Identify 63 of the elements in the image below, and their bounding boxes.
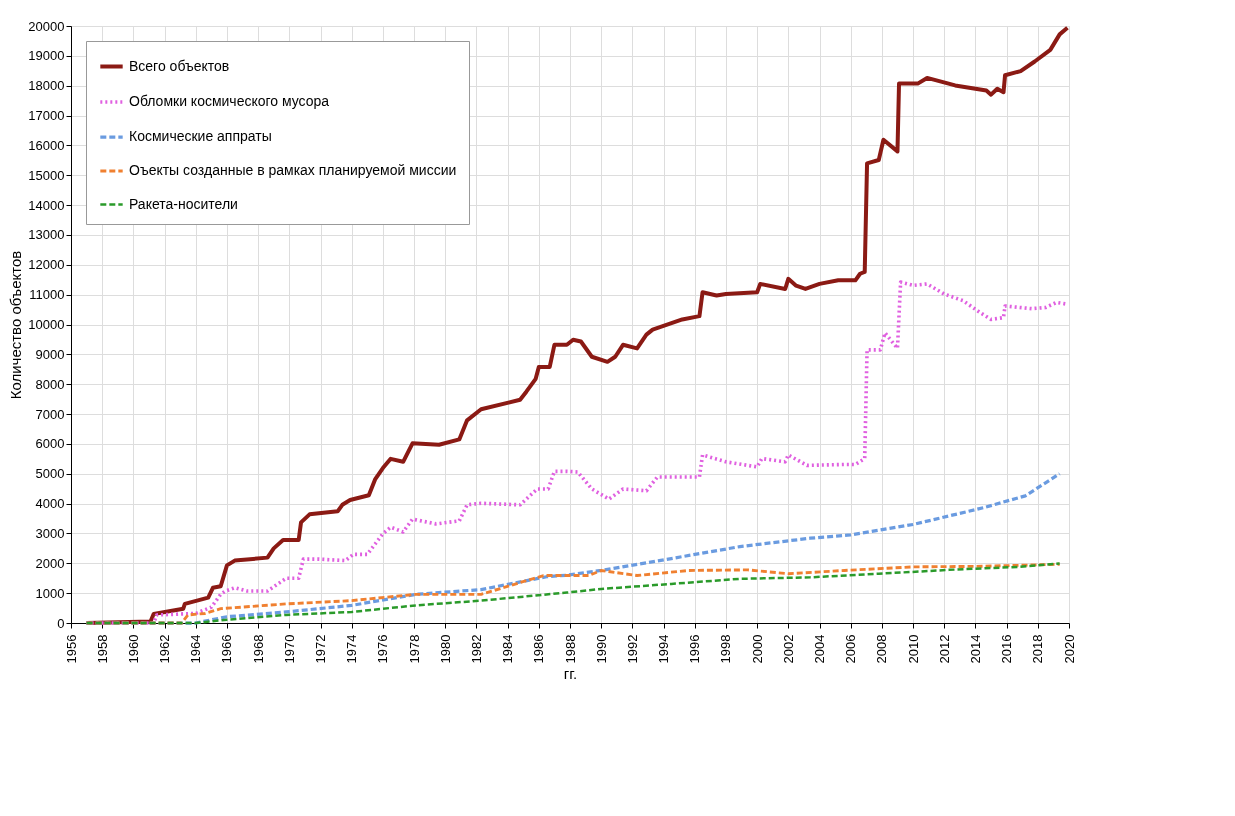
y-tick-label: 4000	[35, 496, 65, 512]
x-tick-label: 1984	[500, 634, 516, 664]
y-tick-label: 15000	[28, 167, 65, 183]
x-tick-label: 2000	[749, 634, 765, 664]
x-tick-label: 1956	[63, 634, 79, 664]
x-tick-label: 1988	[562, 634, 578, 664]
y-axis-title: Количество объектов	[7, 250, 25, 400]
x-tick-label: 1972	[313, 634, 328, 664]
x-tick-label: 2002	[780, 634, 796, 664]
x-tick-label: 1962	[157, 634, 173, 664]
y-tick-label: 9000	[35, 346, 65, 362]
x-tick-label: 2010	[905, 634, 921, 664]
y-tick-label: 6000	[35, 436, 65, 452]
x-axis-title: гг.	[563, 665, 578, 683]
x-tick-label: 1960	[125, 634, 141, 664]
x-tick-label: 1976	[375, 634, 391, 664]
x-tick-label: 2006	[843, 634, 859, 664]
x-tick-label: 1986	[531, 634, 547, 664]
x-tick-label: 1994	[656, 634, 672, 664]
x-tick-label: 2018	[1030, 634, 1046, 664]
legend-label: Обломки космического мусора	[129, 93, 330, 109]
y-tick-label: 8000	[35, 376, 65, 392]
legend-label: Всего объектов	[129, 57, 230, 74]
y-tick-label: 13000	[28, 227, 65, 243]
y-tick-label: 17000	[28, 108, 65, 124]
line-series	[85, 562, 1062, 625]
x-tick-label: 1970	[281, 634, 297, 664]
x-tick-label: 2004	[812, 634, 827, 664]
x-tick-label: 2008	[874, 634, 890, 664]
y-tick-label: 16000	[28, 137, 65, 153]
y-tick-label: 10000	[28, 317, 65, 332]
x-tick-label: 1974	[344, 634, 360, 664]
x-tick-label: 1998	[718, 634, 734, 664]
legend-label: Космические аппраты	[129, 128, 272, 144]
y-tick-label: 11000	[29, 287, 65, 303]
x-tick-label: 1990	[593, 634, 609, 664]
legend-label: Ракета-носители	[129, 195, 238, 212]
y-tick-label: 19000	[28, 48, 65, 64]
x-tick-label: 2012	[936, 634, 952, 664]
y-tick-label: 7000	[35, 406, 65, 422]
legend-label: Оъекты созданные в рамках планируемой миссии	[129, 162, 457, 178]
x-tick-label: 1982	[468, 634, 484, 664]
x-tick-label: 1992	[624, 634, 640, 664]
y-tick-label: 5000	[35, 466, 65, 482]
x-tick-label: 1978	[406, 634, 422, 664]
y-tick-label: 2000	[35, 555, 65, 571]
y-tick-label: 14000	[28, 197, 65, 213]
y-tick-label: 18000	[28, 78, 65, 94]
y-tick-label: 20000	[28, 18, 65, 34]
x-tick-label: 2020	[1061, 634, 1077, 664]
y-tick-label: 0	[57, 615, 65, 631]
x-tick-label: 1958	[94, 634, 110, 664]
y-tick-label: 1000	[35, 585, 65, 601]
x-tick-label: 2016	[999, 634, 1015, 664]
x-tick-label: 2014	[967, 634, 983, 664]
y-tick-label: 3000	[35, 525, 65, 541]
line-series	[84, 472, 1062, 625]
y-tick-label: 12000	[28, 257, 65, 273]
x-tick-label: 1996	[687, 634, 703, 664]
x-tick-label: 1966	[219, 634, 235, 664]
x-tick-label: 1964	[188, 634, 204, 664]
x-tick-label: 1980	[437, 634, 453, 664]
x-tick-label: 1968	[250, 634, 266, 664]
